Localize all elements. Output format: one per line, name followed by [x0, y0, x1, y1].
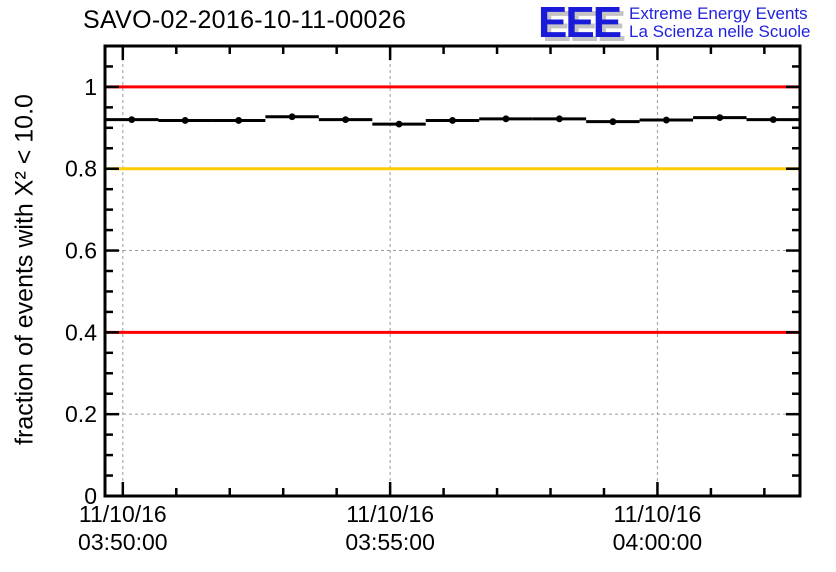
plot-frame — [103, 44, 802, 498]
x-tick-label-date: 11/10/16 — [79, 501, 167, 527]
x-tick-label-date: 11/10/16 — [346, 501, 434, 527]
eee-logo-acronym: EEE — [538, 0, 622, 47]
data-point — [502, 115, 510, 123]
x-tick-label-date: 11/10/16 — [614, 501, 702, 527]
data-point — [235, 117, 243, 124]
data-point — [769, 116, 777, 124]
eee-logo-line1: Extreme Energy Events — [629, 4, 808, 23]
data-point — [716, 114, 724, 121]
y-tick-label: 0.2 — [65, 401, 97, 427]
y-tick-label: 1 — [84, 74, 97, 100]
y-tick-label: 0.4 — [65, 319, 97, 345]
chart-title: SAVO-02-2016-10-11-00026 — [83, 6, 407, 34]
eee-logo-taglines: Extreme Energy Events La Scienza nelle S… — [629, 3, 810, 41]
data-point — [342, 116, 349, 124]
x-tick-label-time: 04:00:00 — [613, 529, 703, 555]
data-point — [449, 117, 456, 124]
data-point — [609, 118, 617, 126]
data-point — [288, 113, 296, 121]
x-tick-label-time: 03:50:00 — [78, 529, 168, 555]
eee-logo: EEE Extreme Energy Events La Scienza nel… — [538, 0, 811, 47]
x-tick-label-time: 03:55:00 — [345, 529, 435, 555]
data-point — [181, 117, 189, 124]
data-point — [662, 116, 670, 124]
y-tick-label: 0 — [84, 483, 97, 509]
y-axis-title: fraction of events with X² < 10.0 — [10, 94, 39, 445]
eee-logo-line2: La Scienza nelle Scuole — [629, 22, 811, 41]
y-tick-label: 0.8 — [65, 156, 97, 182]
data-point — [395, 120, 403, 128]
data-point — [128, 116, 136, 124]
data-point — [556, 115, 563, 123]
y-tick-label: 0.6 — [65, 238, 97, 264]
